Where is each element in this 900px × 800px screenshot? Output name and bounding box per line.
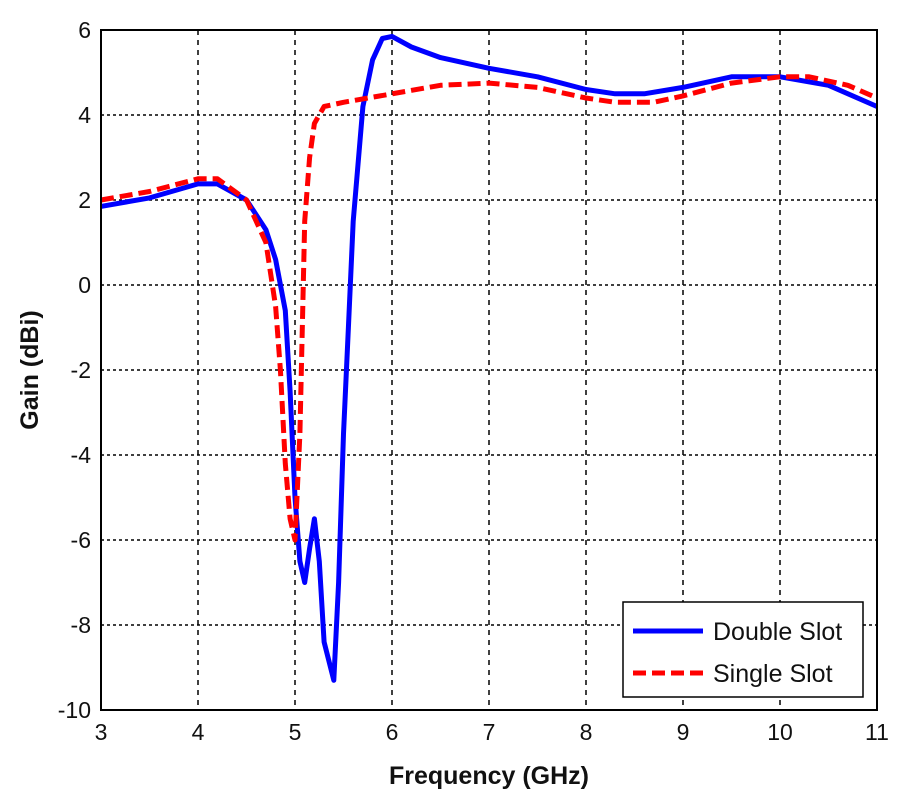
tick-labels: 3 4 5 6 7 8 9 10 11 -10 -8 -6 -4 -2 0 2 4 6 [58, 17, 889, 745]
y-tick-label: 6 [78, 17, 91, 43]
x-axis-label: Frequency (GHz) [389, 762, 589, 790]
plot-frame [100, 29, 878, 711]
y-tick-label: -8 [71, 612, 91, 638]
legend: Double Slot Single Slot [622, 601, 864, 698]
y-tick-label: -10 [58, 697, 91, 723]
x-tick-label: 6 [386, 719, 399, 745]
x-tick-label: 5 [289, 719, 302, 745]
x-tick-label: 3 [95, 719, 108, 745]
y-tick-label: -2 [71, 357, 91, 383]
x-tick-label: 11 [865, 719, 889, 745]
y-tick-label: 4 [78, 102, 91, 128]
x-tick-label: 9 [677, 719, 690, 745]
legend-box [622, 601, 864, 698]
y-tick-label: -6 [71, 527, 91, 553]
x-tick-label: 8 [580, 719, 593, 745]
series-line-double-slot [100, 33, 879, 683]
series-line-single-slot [100, 74, 878, 543]
x-tick-label: 7 [483, 719, 496, 745]
legend-label-single-slot: Single Slot [713, 660, 833, 688]
y-tick-label: 2 [78, 187, 91, 213]
series-group [100, 33, 879, 683]
legend-label-double-slot: Double Slot [713, 618, 842, 646]
x-tick-label: 10 [767, 719, 793, 745]
x-tick-label: 4 [192, 719, 205, 745]
y-tick-label: 0 [78, 272, 91, 298]
grid [101, 30, 877, 710]
y-axis-label: Gain (dBi) [16, 310, 44, 429]
y-tick-label: -4 [71, 442, 92, 468]
